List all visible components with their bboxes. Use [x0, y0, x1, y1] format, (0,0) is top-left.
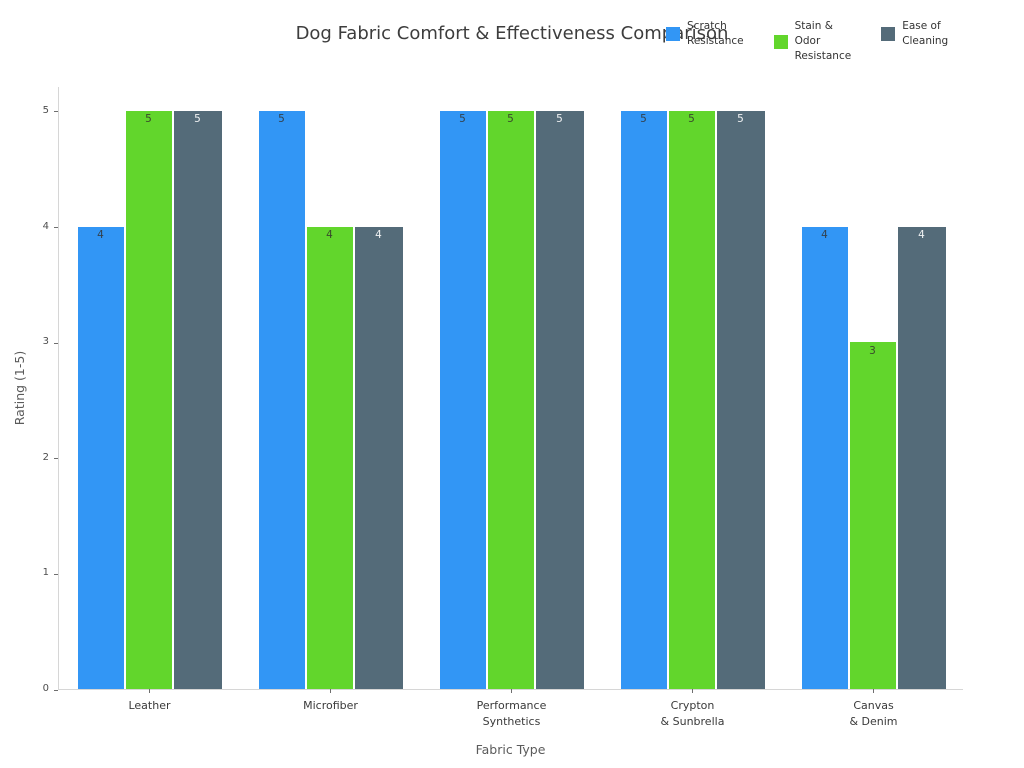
y-tick-label: 2 — [42, 451, 49, 463]
legend-label: Ease of Cleaning — [902, 20, 949, 47]
bar: 5 — [439, 110, 488, 689]
bar: 4 — [306, 226, 355, 689]
x-tick-label: Microfiber — [303, 699, 358, 712]
x-tick-label: Crypton & Sunbrella — [660, 699, 725, 728]
bar: 5 — [716, 110, 765, 689]
y-tick-label: 4 — [42, 220, 49, 232]
legend-swatch-icon — [881, 27, 896, 41]
bar-value-label: 4 — [97, 229, 104, 242]
bar-value-label: 4 — [821, 229, 828, 242]
bar: 5 — [535, 110, 584, 689]
plot-area: 0 1 2 3 4 5 4 5 5 Leather 5 4 4 Microfiber 5 5 5 Performa… — [43, 87, 963, 728]
bar: 4 — [77, 226, 126, 689]
bar-value-label: 5 — [640, 113, 647, 126]
bar: 5 — [487, 110, 536, 689]
y-tick-mark — [54, 458, 58, 460]
y-tick-label: 3 — [42, 336, 49, 348]
legend-item: Stain & Odor Resistance — [773, 19, 852, 64]
legend-item: Ease of Cleaning — [881, 19, 948, 49]
legend-item: Scratch Resistance — [666, 19, 744, 49]
bar-value-label: 5 — [688, 113, 695, 126]
x-tick-mark — [330, 689, 331, 693]
bar-value-label: 4 — [918, 229, 925, 242]
bar-value-label: 3 — [869, 344, 876, 357]
bar: 3 — [849, 342, 898, 689]
y-tick-mark — [54, 227, 58, 229]
bar-value-label: 4 — [375, 229, 382, 242]
x-tick-mark — [692, 689, 693, 693]
y-tick-label: 5 — [42, 104, 49, 116]
x-axis-title: Fabric Type — [475, 742, 546, 757]
x-tick-mark — [511, 689, 512, 693]
y-axis-title: Rating (1-5) — [12, 350, 27, 426]
bar-value-label: 5 — [507, 113, 514, 126]
x-tick-mark — [149, 689, 150, 693]
x-tick-label: Leather — [128, 699, 171, 712]
bar: 5 — [258, 110, 307, 689]
bar-value-label: 5 — [278, 113, 285, 126]
bar: 5 — [173, 110, 222, 689]
x-tick-label: Performance Synthetics — [476, 699, 547, 728]
bar-value-label: 5 — [737, 113, 744, 126]
bar: 5 — [125, 110, 174, 689]
bar-value-label: 4 — [326, 229, 333, 242]
bar-value-label: 5 — [194, 113, 201, 126]
bar-value-label: 5 — [459, 113, 466, 126]
x-tick-mark — [873, 689, 874, 693]
legend-label: Stain & Odor Resistance — [794, 20, 852, 62]
y-tick-label: 1 — [42, 567, 49, 579]
bar: 5 — [668, 110, 717, 689]
x-tick-label: Canvas & Denim — [849, 699, 898, 728]
bar-value-label: 5 — [556, 113, 563, 126]
legend-swatch-icon — [773, 34, 788, 49]
y-tick-mark — [54, 689, 58, 691]
bar: 4 — [897, 226, 946, 689]
y-tick-mark — [54, 111, 58, 113]
bar-value-label: 5 — [145, 113, 152, 126]
legend-swatch-icon — [666, 27, 680, 41]
bar: 4 — [801, 226, 850, 689]
y-tick-label: 0 — [42, 683, 49, 694]
legend: Scratch Resistance Stain & Odor Resistance Ea… — [666, 19, 948, 64]
legend-label: Scratch Resistance — [687, 20, 744, 47]
bar: 4 — [354, 226, 403, 689]
y-tick-mark — [54, 573, 58, 575]
bar: 5 — [620, 110, 669, 689]
y-tick-mark — [54, 342, 58, 344]
chart-title: Dog Fabric Comfort & Effectiveness Compa… — [295, 23, 729, 44]
